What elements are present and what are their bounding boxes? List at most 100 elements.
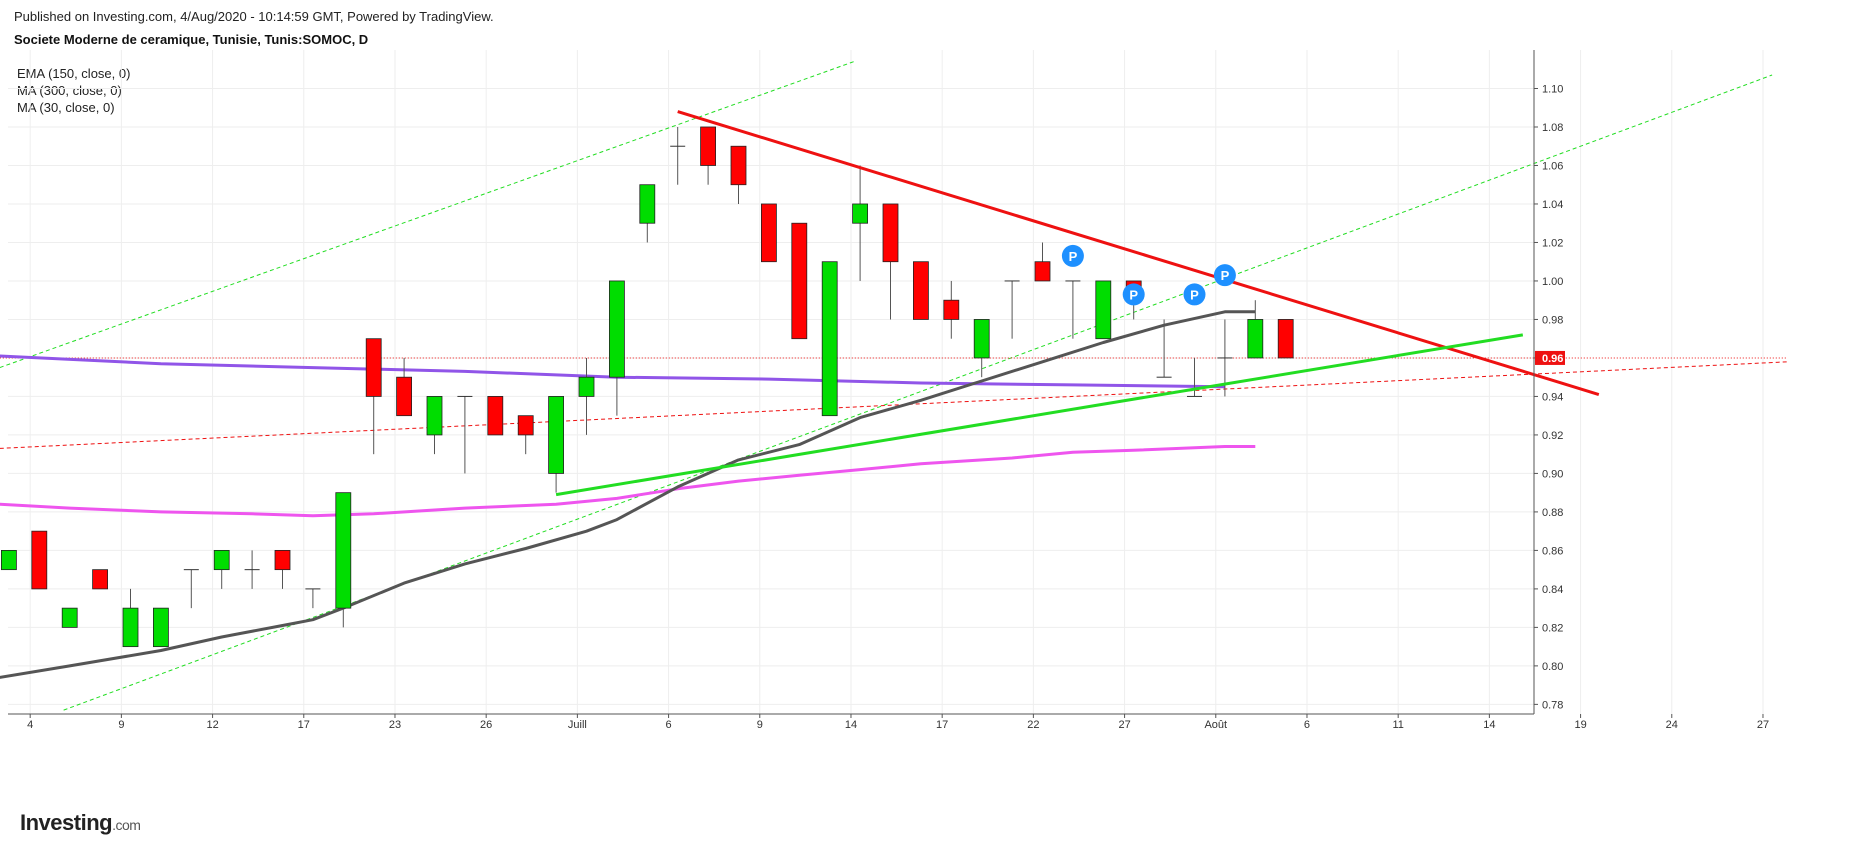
- x-tick-label: 27: [1757, 719, 1769, 731]
- y-tick-label: 0.82: [1542, 622, 1563, 634]
- p-marker: [1122, 283, 1145, 306]
- trendlines: [555, 110, 1600, 497]
- trendline-channel_lower: [63, 74, 1773, 711]
- candle-up: [973, 319, 990, 359]
- x-tick-label: 9: [757, 719, 763, 731]
- y-tick-label: 1.10: [1542, 83, 1563, 95]
- p-marker-label: P: [1129, 287, 1138, 302]
- candle-down: [761, 203, 777, 263]
- x-tick-label: 26: [480, 719, 492, 731]
- indicator-legend: EMA (150, close, 0) MA (300, close, 0) M…: [17, 65, 130, 116]
- x-tick-label: 17: [298, 719, 310, 731]
- grid: [8, 50, 1764, 714]
- candle-down: [396, 376, 413, 417]
- trendline-channel_upper: [0, 61, 855, 369]
- candle-down: [365, 338, 382, 397]
- trendline-support: [555, 333, 1524, 497]
- candle-down: [700, 126, 716, 166]
- candle-up: [335, 492, 352, 609]
- axes: 0.78 0.80 0.82 0.84 0.86 0.88 0.90 0.92 0.94 0.96…: [8, 50, 1769, 731]
- candle-down: [791, 222, 808, 340]
- reference-lines: [0, 61, 1788, 711]
- y-tick-label: 0.92: [1542, 430, 1563, 442]
- candle-up: [609, 280, 625, 378]
- y-tick-label: 1.02: [1542, 237, 1563, 249]
- candle-up: [61, 607, 78, 628]
- candle-down: [882, 203, 899, 263]
- chart-title: Societe Moderne de ceramique, Tunisie, T…: [14, 32, 369, 47]
- candle-down: [1034, 261, 1051, 282]
- x-tick-label: 17: [936, 719, 948, 731]
- p-marker-label: P: [1190, 287, 1199, 302]
- x-tick-label: 9: [118, 719, 124, 731]
- candle-up: [548, 396, 564, 474]
- y-tick-label: 0.98: [1542, 314, 1563, 326]
- p-marker-label: P: [1221, 268, 1230, 283]
- candle-down: [1277, 319, 1294, 359]
- candle-up: [0, 550, 17, 571]
- y-tick-label: 0.94: [1542, 391, 1563, 403]
- investing-logo: Investing.com: [20, 810, 141, 835]
- y-tick-label: 1.08: [1542, 122, 1563, 134]
- legend-item-ma30[interactable]: MA (30, close, 0): [17, 100, 115, 115]
- x-tick-label: Juill: [568, 719, 587, 731]
- ma30-line: [0, 310, 1256, 679]
- p-marker: [1061, 244, 1084, 267]
- y-tick-label: 0.84: [1542, 584, 1563, 596]
- y-tick-label: 0.90: [1542, 468, 1563, 480]
- p-marker: [1213, 264, 1236, 287]
- p-marker: [1183, 283, 1206, 306]
- legend-item-ema150[interactable]: EMA (150, close, 0): [17, 66, 131, 81]
- last-price-label: 0.96: [1542, 353, 1563, 365]
- x-tick-label: 6: [666, 719, 672, 731]
- x-tick-label: 22: [1027, 719, 1039, 731]
- published-line: Published on Investing.com, 4/Aug/2020 -…: [14, 9, 494, 24]
- candle-up: [852, 203, 868, 224]
- candle-down: [274, 550, 291, 571]
- candle-up: [1095, 280, 1112, 340]
- candle-down: [517, 415, 534, 436]
- x-tick-label: 14: [845, 719, 857, 731]
- x-tick-label: 6: [1304, 719, 1310, 731]
- trendline-resistance: [677, 110, 1600, 396]
- candle-up: [821, 261, 838, 417]
- legend-item-ma300[interactable]: MA (300, close, 0): [17, 83, 122, 98]
- trendline-slanted: [0, 361, 1788, 449]
- y-tick-label: 0.88: [1542, 507, 1563, 519]
- candle-up: [1247, 319, 1264, 359]
- candle-down: [92, 569, 108, 590]
- candle-up: [426, 396, 443, 436]
- candle-down: [487, 396, 504, 436]
- candle-down: [31, 530, 48, 590]
- candles: [0, 126, 1294, 648]
- y-tick-label: 1.06: [1542, 160, 1563, 172]
- x-tick-label: 12: [206, 719, 218, 731]
- x-tick-label: 14: [1483, 719, 1495, 731]
- x-tick-label: 19: [1574, 719, 1586, 731]
- y-tick-label: 0.78: [1542, 699, 1563, 711]
- x-tick-label: 4: [27, 719, 33, 731]
- y-tick-label: 0.86: [1542, 545, 1563, 557]
- candle-up: [578, 376, 595, 397]
- y-tick-label: 1.04: [1542, 199, 1563, 211]
- y-tick-label: 0.80: [1542, 661, 1563, 673]
- candle-up: [639, 184, 656, 224]
- candle-up: [152, 607, 169, 648]
- candle-down: [730, 145, 747, 186]
- candle-up: [213, 550, 230, 571]
- p-marker-label: P: [1069, 249, 1078, 264]
- p-markers: P P P P: [1061, 244, 1236, 306]
- x-tick-label: 11: [1392, 719, 1403, 731]
- ma300-line: [0, 445, 1256, 518]
- candle-down: [913, 261, 929, 320]
- x-tick-label: Août: [1204, 719, 1227, 731]
- x-tick-label: 23: [389, 719, 401, 731]
- x-tick-label: 24: [1666, 719, 1678, 731]
- x-tick-label: 27: [1118, 719, 1130, 731]
- last-price-badge: [1535, 350, 1565, 365]
- y-tick-label: 1.00: [1542, 276, 1563, 288]
- candle-down: [943, 299, 960, 320]
- moving-averages: [0, 310, 1256, 679]
- candle-up: [122, 607, 139, 648]
